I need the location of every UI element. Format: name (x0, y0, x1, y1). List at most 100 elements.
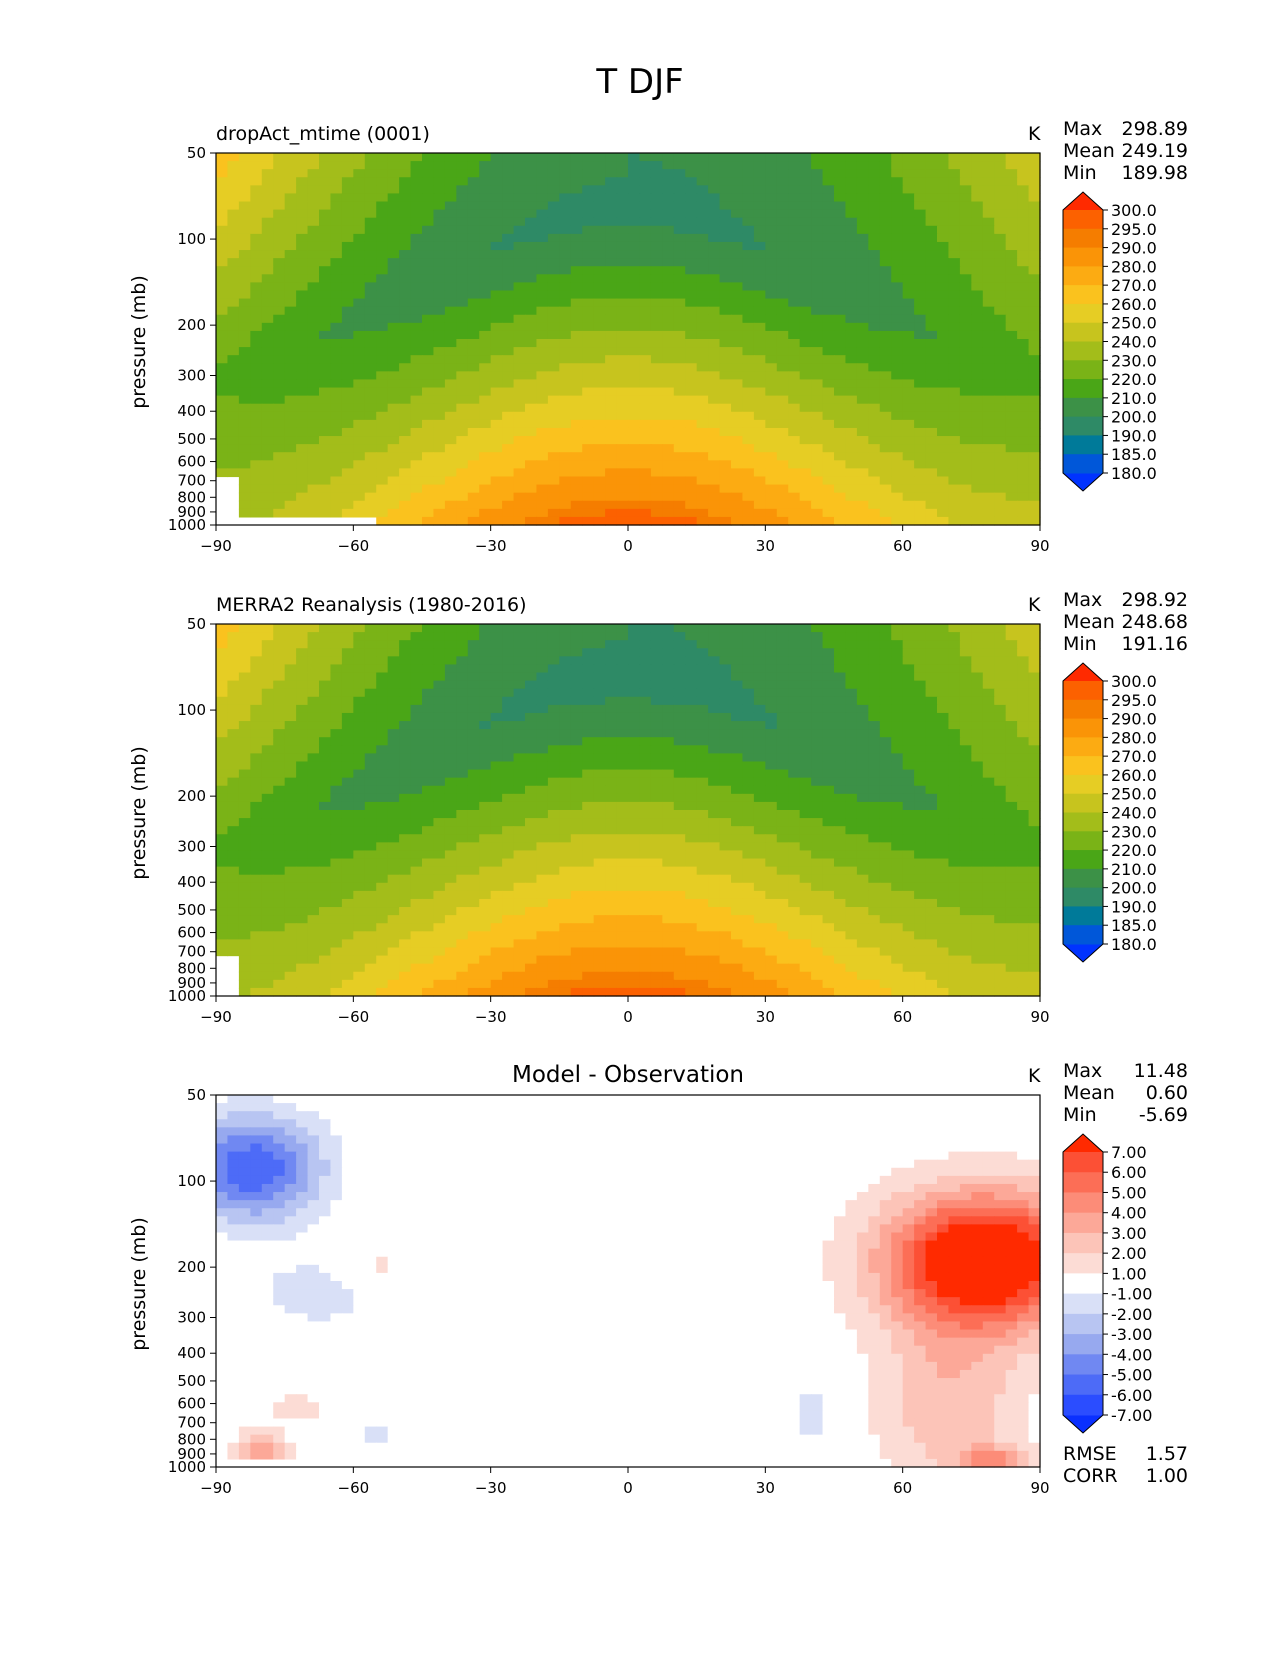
contour-cell (422, 689, 434, 698)
contour-cell (731, 681, 743, 690)
contour-cell (308, 355, 320, 364)
contour-cell (914, 770, 926, 779)
contour-cell (411, 202, 423, 211)
contour-cell (319, 444, 331, 453)
contour-cell (525, 509, 537, 518)
contour-cell (811, 770, 823, 779)
contour-cell (399, 266, 411, 275)
contour-cell (525, 640, 537, 649)
contour-cell (308, 202, 320, 211)
contour-cell (845, 745, 857, 754)
contour-cell (525, 371, 537, 380)
contour-cell (994, 485, 1006, 494)
contour-cell (468, 778, 480, 787)
contour-cell (983, 339, 995, 348)
contour-cell (662, 737, 674, 746)
contour-cell (353, 753, 365, 762)
contour-cell (765, 347, 777, 356)
contour-cell (617, 761, 629, 770)
contour-cell (937, 290, 949, 299)
contour-cell (308, 485, 320, 494)
contour-cell (273, 339, 285, 348)
contour-cell (845, 501, 857, 510)
contour-cell (948, 331, 960, 340)
contour-cell (651, 697, 663, 706)
contour-cell (376, 234, 388, 243)
contour-cell (285, 428, 297, 437)
contour-cell (994, 202, 1006, 211)
contour-cell (811, 444, 823, 453)
contour-cell (651, 476, 663, 485)
contour-cell (697, 721, 709, 730)
contour-cell (411, 761, 423, 770)
contour-cell (273, 299, 285, 308)
contour-cell (742, 177, 754, 186)
contour-cell (1006, 428, 1018, 437)
contour-cell (514, 161, 526, 170)
colorbar-label: 270.0 (1111, 276, 1157, 295)
contour-cell (445, 778, 457, 787)
contour-cell (903, 640, 915, 649)
contour-cell (845, 753, 857, 762)
contour-cell (639, 713, 651, 722)
contour-cell (617, 379, 629, 388)
contour-cell (720, 624, 732, 633)
contour-cell (811, 274, 823, 283)
contour-cell (548, 290, 560, 299)
contour-cell (353, 802, 365, 811)
colorbar-label: 210.0 (1111, 389, 1157, 408)
contour-cell (845, 697, 857, 706)
contour-cell (296, 452, 308, 461)
contour-cell (857, 632, 869, 641)
contour-cell (262, 169, 274, 178)
contour-cell (479, 299, 491, 308)
contour-cell (868, 664, 880, 673)
contour-cell (754, 323, 766, 332)
contour-cell (296, 177, 308, 186)
contour-cell (330, 282, 342, 291)
contour-cell (559, 444, 571, 453)
contour-cell (914, 673, 926, 682)
y-tick-label: 100 (177, 230, 206, 248)
contour-cell (891, 632, 903, 641)
contour-cell (365, 193, 377, 202)
contour-cell (926, 315, 938, 324)
contour-cell (708, 274, 720, 283)
contour-cell (548, 161, 560, 170)
contour-cell (685, 299, 697, 308)
contour-cell (960, 517, 972, 526)
contour-cell (1006, 786, 1018, 795)
contour-cell (285, 307, 297, 316)
contour-cell (971, 388, 983, 397)
contour-cell (456, 468, 468, 477)
contour-cell (342, 379, 354, 388)
contour-cell (411, 468, 423, 477)
contour-cell (433, 234, 445, 243)
contour-cell (319, 274, 331, 283)
contour-cell (468, 202, 480, 211)
contour-cell (651, 363, 663, 372)
contour-cell (456, 786, 468, 795)
contour-cell (765, 226, 777, 235)
contour-cell (227, 770, 239, 779)
contour-cell (262, 664, 274, 673)
contour-cell (903, 282, 915, 291)
contour-cell (617, 185, 629, 194)
contour-cell (914, 185, 926, 194)
contour-cell (708, 202, 720, 211)
contour-cell (422, 404, 434, 413)
contour-cell (365, 274, 377, 283)
contour-cell (926, 460, 938, 469)
contour-cell (216, 242, 228, 251)
contour-cell (754, 753, 766, 762)
contour-cell (353, 339, 365, 348)
contour-cell (239, 218, 251, 227)
contour-cell (880, 640, 892, 649)
contour-cell (834, 153, 846, 162)
contour-cell (983, 681, 995, 690)
contour-cell (411, 681, 423, 690)
contour-cell (365, 420, 377, 429)
contour-cell (788, 331, 800, 340)
colorbar-segment (1063, 417, 1103, 436)
contour-cell (365, 412, 377, 421)
